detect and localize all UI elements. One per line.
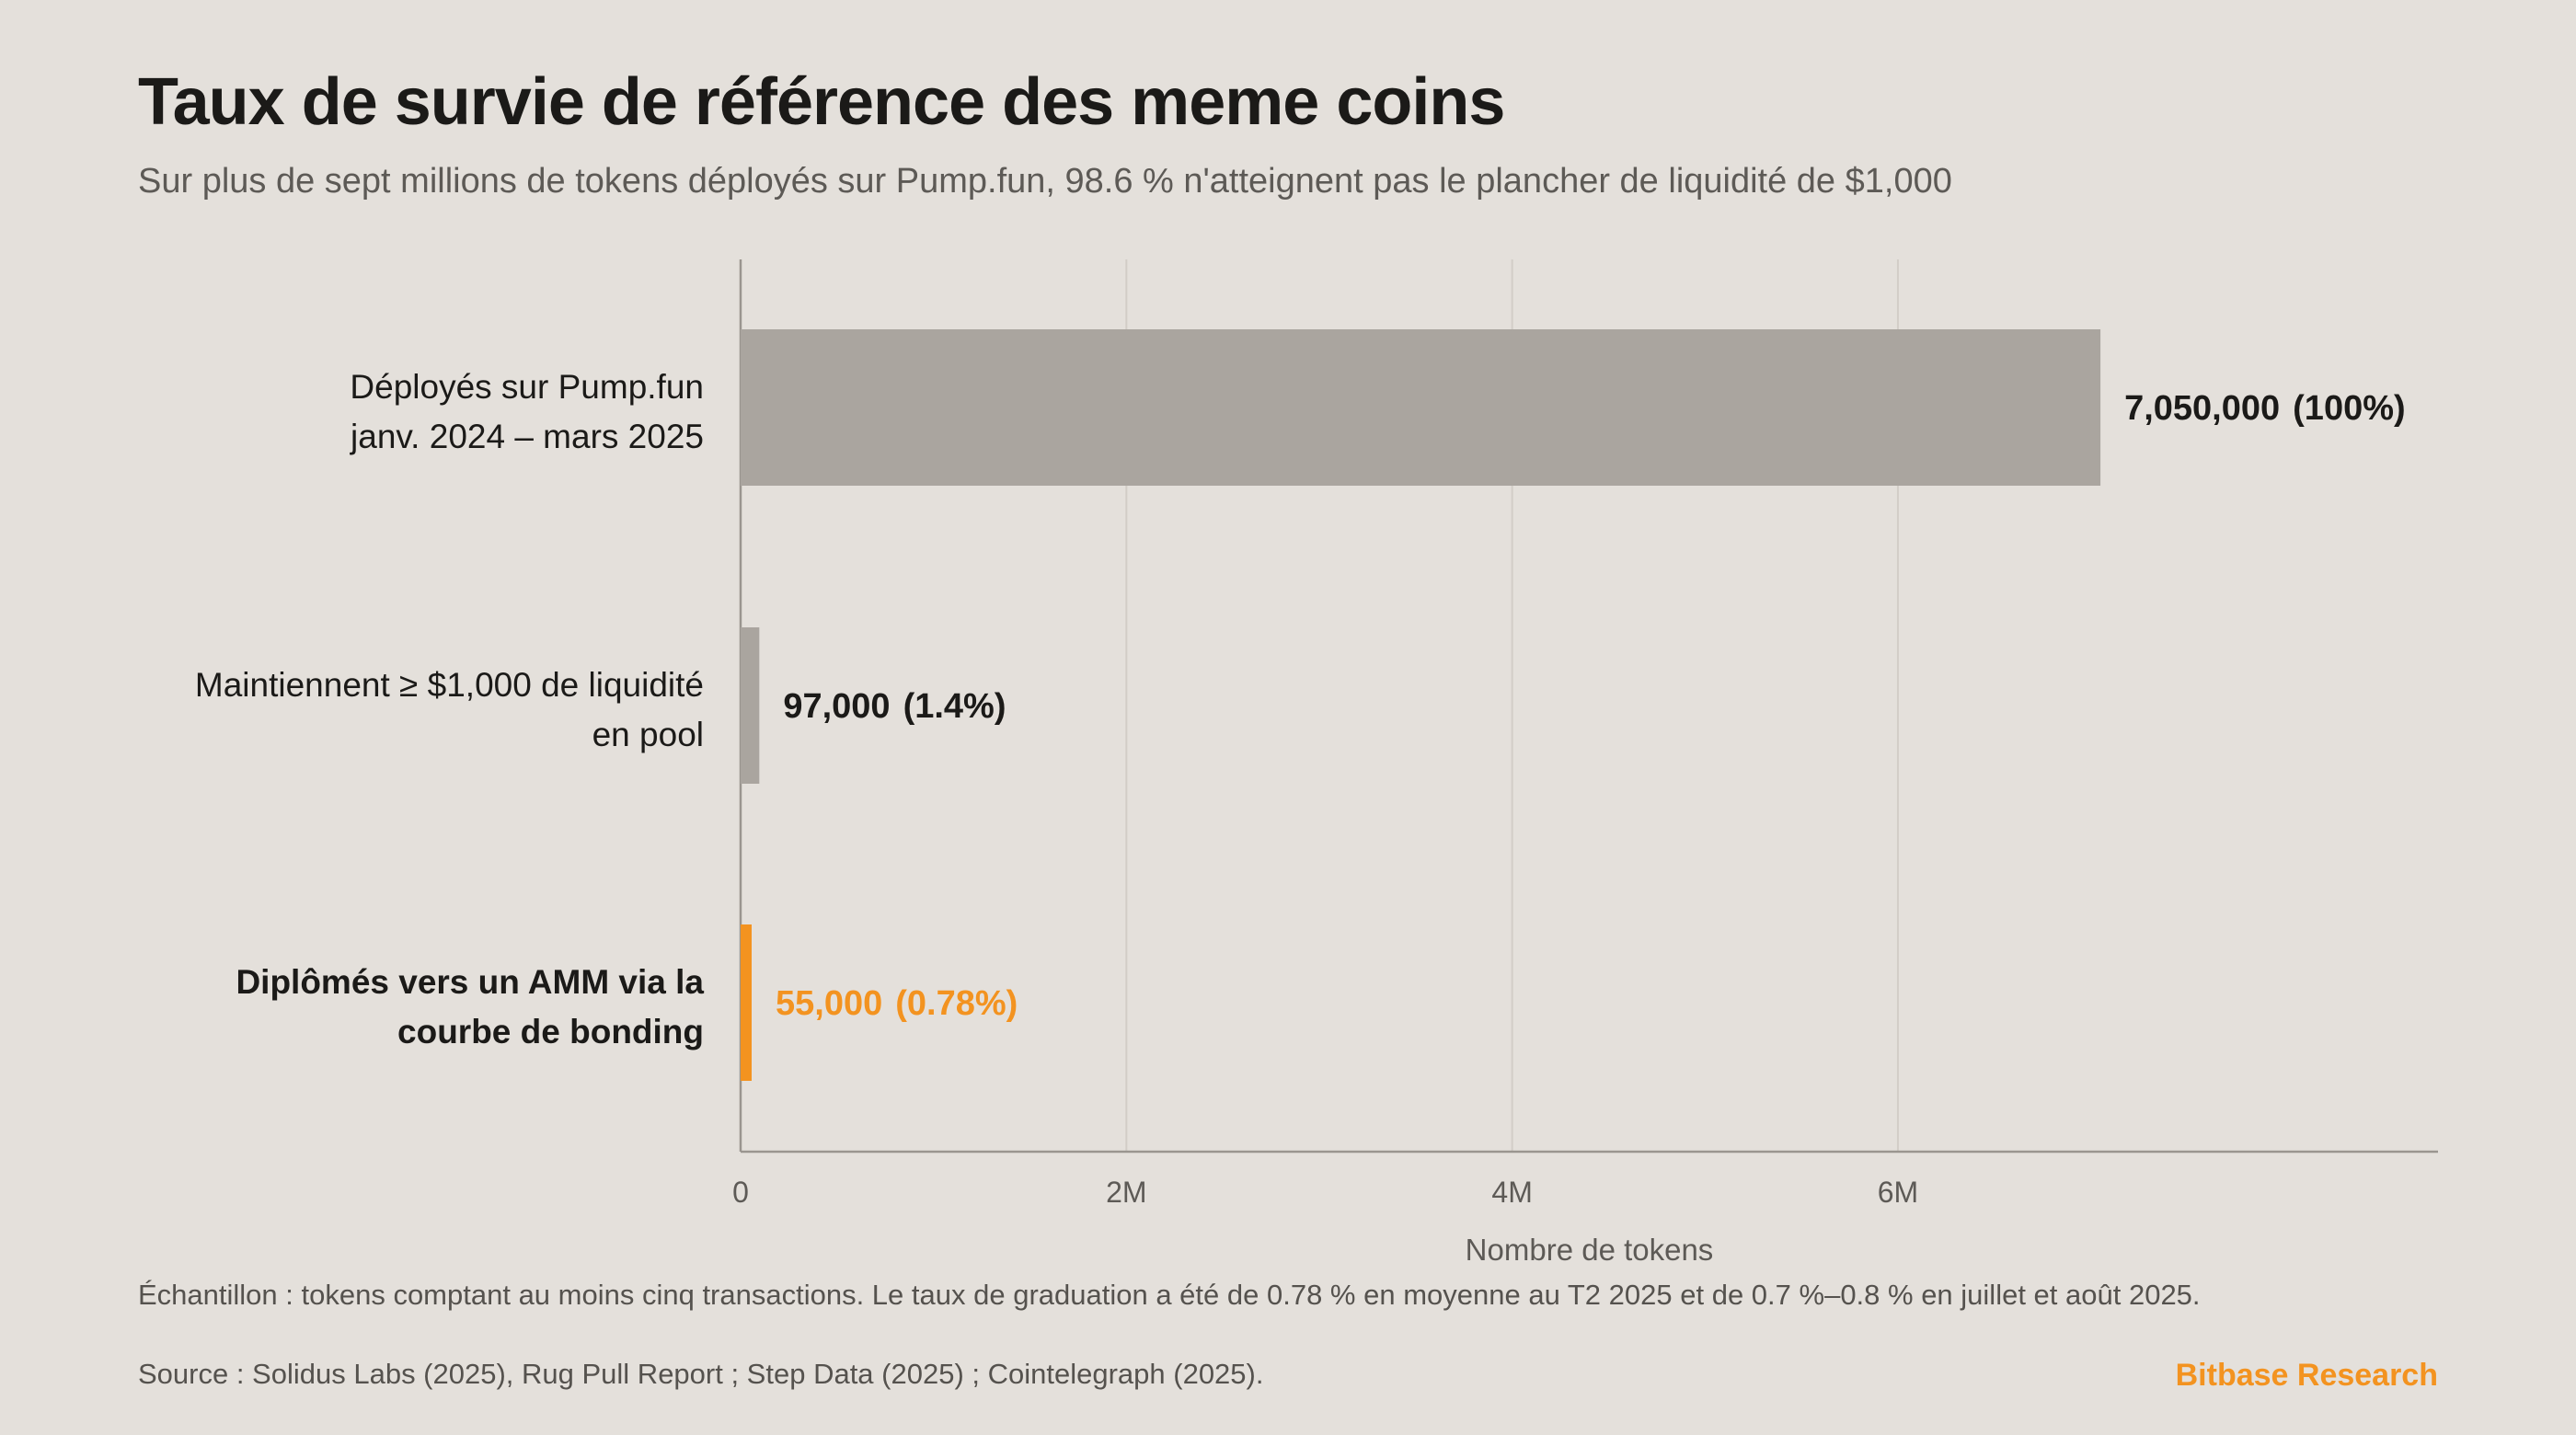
bar-value: 97,000: [783, 687, 890, 726]
category-label-line: Diplômés vers un AMM via la: [236, 963, 704, 1001]
bar: [741, 627, 760, 784]
chart-title: Taux de survie de référence des meme coi…: [138, 65, 1505, 139]
bar-percent: (0.78%): [895, 984, 1018, 1023]
bar-value: 55,000: [776, 984, 882, 1023]
chart-subtitle: Sur plus de sept millions de tokens dépl…: [138, 162, 1952, 201]
bar-value-label: 97,000 (1.4%): [783, 687, 1006, 726]
category-label-line: en pool: [592, 716, 704, 753]
x-tick-label: 6M: [1878, 1176, 1918, 1209]
category-label-line: courbe de bonding: [397, 1013, 704, 1050]
bar-percent: (1.4%): [903, 687, 1006, 726]
source-note: Source : Solidus Labs (2025), Rug Pull R…: [138, 1358, 1264, 1390]
bar: [741, 329, 2101, 486]
brand-label: Bitbase Research: [2175, 1358, 2438, 1393]
category-label-line: janv. 2024 – mars 2025: [350, 418, 704, 455]
bar-percent: (100%): [2293, 389, 2406, 428]
category-label: Déployés sur Pump.fun janv. 2024 – mars 2…: [350, 368, 704, 455]
bar-value-label: 55,000 (0.78%): [776, 984, 1018, 1023]
x-tick-label: 2M: [1106, 1176, 1146, 1209]
bar: [741, 924, 752, 1081]
x-tick-label: 4M: [1491, 1176, 1532, 1209]
category-label-line: Maintiennent ≥ $1,000 de liquidité: [195, 666, 704, 704]
category-label: Diplômés vers un AMM via la courbe de bon…: [236, 963, 704, 1050]
sample-note: Échantillon : tokens comptant au moins c…: [138, 1279, 2201, 1311]
category-label-line: Déployés sur Pump.fun: [350, 368, 704, 406]
bar-value: 7,050,000: [2124, 389, 2280, 428]
x-axis-label: Nombre de tokens: [1466, 1233, 1714, 1267]
category-label: Maintiennent ≥ $1,000 de liquidité en poo…: [195, 666, 704, 753]
bar-value-label: 7,050,000 (100%): [2124, 389, 2406, 428]
x-tick-label: 0: [732, 1176, 749, 1209]
